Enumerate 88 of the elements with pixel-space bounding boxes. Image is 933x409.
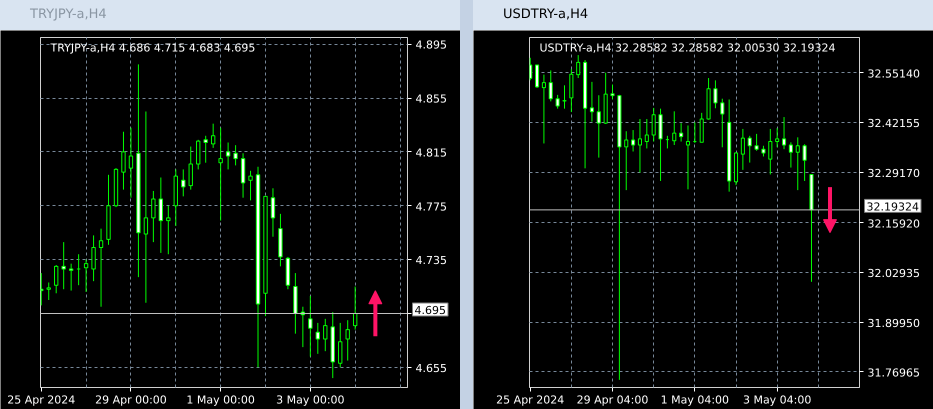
candlestick xyxy=(530,57,532,81)
candlestick xyxy=(166,205,170,255)
x-tick-label: 3 May 04:00 xyxy=(742,394,812,406)
x-tick-label: 1 May 04:00 xyxy=(660,394,730,406)
candlestick xyxy=(338,322,342,368)
candlestick xyxy=(128,127,134,198)
candlestick xyxy=(144,111,148,304)
y-tick-label: 4.895 xyxy=(416,38,447,52)
y-tick-label: 32.29170 xyxy=(868,166,920,180)
candlestick xyxy=(46,282,51,300)
candlestick xyxy=(652,107,656,142)
x-tick-label: 25 Apr 2024 xyxy=(7,394,76,406)
y-tick-label: 32.02935 xyxy=(868,267,920,280)
chart-subtitle: TRYJPY-a,H4 4.686 4.715 4.683 4.695 xyxy=(50,42,256,54)
candlestick xyxy=(569,68,574,113)
candlestick xyxy=(740,128,745,170)
candlestick xyxy=(535,64,540,88)
y-tick-label: 32.15920 xyxy=(868,217,920,230)
y-tick-label: 32.55140 xyxy=(868,67,920,80)
candlestick xyxy=(596,94,601,158)
candlestick xyxy=(188,146,193,190)
candlestick xyxy=(91,234,96,282)
candlestick xyxy=(151,190,156,243)
y-tick-label: 4.735 xyxy=(416,254,447,268)
chart-title: TRYJPY-a,H4 xyxy=(30,6,107,24)
candlestick xyxy=(61,242,66,290)
candlestick xyxy=(54,264,58,294)
x-tick-label: 25 Apr 2024 xyxy=(496,394,564,406)
candlestick xyxy=(196,139,200,170)
y-tick-label: 32.42155 xyxy=(868,117,920,130)
candlestick xyxy=(218,127,223,222)
candlestick xyxy=(308,295,313,358)
candlestick xyxy=(802,144,807,182)
candlestick xyxy=(204,135,208,164)
x-tick-label: 3 May 00:00 xyxy=(276,394,345,406)
candlestick xyxy=(624,130,628,191)
y-tick-label: 31.76965 xyxy=(868,366,920,380)
candlestick xyxy=(590,81,594,122)
candlestick xyxy=(158,177,164,254)
y-tick-label: 31.89950 xyxy=(868,316,920,330)
candlestick xyxy=(679,122,684,142)
candlestick xyxy=(644,118,649,149)
candlestick xyxy=(181,168,186,197)
y-tick-label: 4.655 xyxy=(416,362,447,375)
candlestick xyxy=(316,322,320,354)
chart-title: USDTRY-a,H4 xyxy=(503,6,588,24)
candlestick xyxy=(346,320,350,362)
candlestick xyxy=(556,94,560,110)
candlestick xyxy=(768,128,772,175)
candlestick xyxy=(761,145,766,157)
candlestick xyxy=(210,123,216,148)
candlestick xyxy=(720,98,724,148)
candlestick xyxy=(713,80,718,109)
candlestick xyxy=(775,128,780,148)
y-tick-label: 4.815 xyxy=(416,146,447,160)
candlestick xyxy=(68,263,74,292)
candlestick xyxy=(576,54,580,79)
candlestick xyxy=(631,130,636,152)
ref-line-label: 32.19324 xyxy=(866,200,919,214)
candlestick xyxy=(226,142,230,170)
candlestick xyxy=(233,144,238,166)
candlestick xyxy=(754,133,759,152)
chart-subtitle: USDTRY-a,H4 32.28582 32.28582 32.00530 32.19324 xyxy=(540,42,836,54)
candlestick xyxy=(121,131,126,190)
candlestick xyxy=(98,228,104,308)
candlestick xyxy=(638,118,642,174)
candlestick xyxy=(686,124,690,190)
x-tick-label: 1 May 00:00 xyxy=(186,394,255,406)
candlestick xyxy=(788,142,793,168)
candlestick xyxy=(562,84,567,110)
x-tick-label: 29 Apr 00:00 xyxy=(95,394,167,406)
candlestick xyxy=(748,135,752,164)
ref-line-label: 4.695 xyxy=(414,304,446,317)
candlestick xyxy=(84,259,88,292)
candlestick xyxy=(270,188,276,238)
candlestick xyxy=(542,74,546,144)
candlestick xyxy=(672,110,676,146)
candlestick xyxy=(782,116,786,150)
candlestick xyxy=(248,170,253,201)
candlestick xyxy=(548,70,553,102)
candlestick xyxy=(323,318,328,352)
x-tick-label: 29 Apr 04:00 xyxy=(576,394,648,406)
candlestick xyxy=(700,112,704,143)
candlestick xyxy=(610,84,615,100)
y-tick-label: 4.855 xyxy=(416,92,447,106)
candlestick xyxy=(796,136,800,191)
candlestick xyxy=(352,286,358,330)
y-tick-label: 4.775 xyxy=(416,200,447,214)
